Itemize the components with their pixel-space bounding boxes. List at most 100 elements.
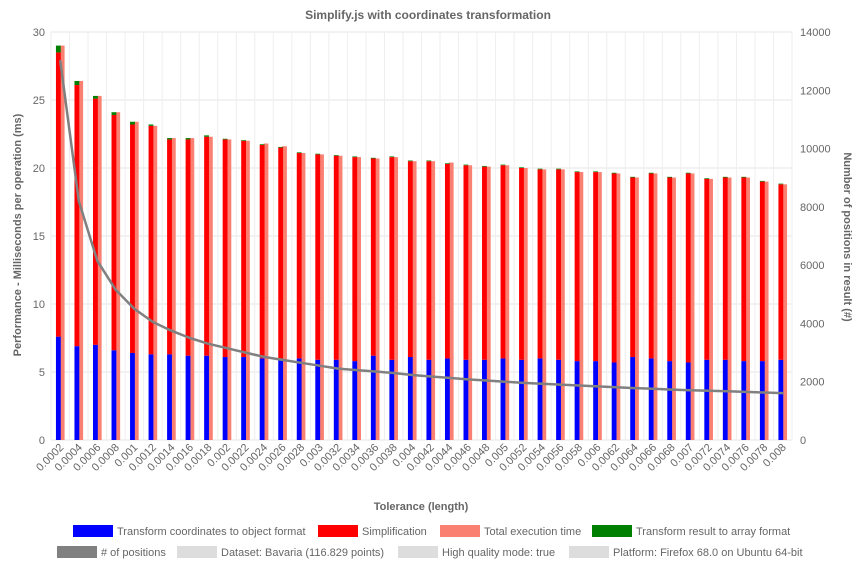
- bar-total-execution-time: [522, 168, 528, 440]
- bar-transform-to-object: [667, 361, 673, 440]
- bar-simplification: [185, 139, 191, 356]
- bar-simplification: [630, 177, 636, 358]
- y-right-tick-label: 14000: [800, 27, 831, 39]
- positions-line-point: [207, 342, 210, 346]
- legend-label: Dataset: Bavaria (116.829 points): [221, 547, 384, 559]
- bar-simplification: [444, 163, 450, 359]
- bar-transform-to-array: [593, 171, 598, 173]
- bar-transform-to-object: [759, 361, 765, 440]
- bar-transform-to-object: [574, 361, 580, 440]
- bar-total-execution-time: [467, 165, 473, 440]
- bar-transform-to-object: [463, 359, 469, 440]
- bar-simplification: [611, 173, 617, 363]
- bar-simplification: [370, 158, 376, 356]
- bar-transform-to-object: [537, 358, 543, 440]
- positions-line-point: [262, 355, 266, 359]
- y-right-tick-label: 6000: [800, 260, 824, 272]
- bar-total-execution-time: [282, 146, 287, 441]
- y-left-tick-label: 20: [33, 163, 45, 175]
- positions-line-point: [448, 376, 451, 380]
- positions-line-point: [392, 371, 395, 375]
- bar-total-execution-time: [189, 138, 195, 440]
- bar-total-execution-time: [671, 177, 676, 440]
- y-right-tick-label: 8000: [800, 202, 824, 214]
- positions-line-point: [670, 388, 673, 391]
- bar-transform-to-object: [167, 354, 172, 440]
- bar-total-execution-time: [485, 166, 491, 440]
- bar-transform-to-object: [204, 355, 209, 440]
- bar-transform-to-array: [296, 152, 302, 154]
- bar-transform-to-object: [648, 358, 654, 440]
- bar-transform-to-object: [333, 359, 339, 440]
- bar-transform-to-array: [204, 135, 209, 137]
- positions-line-point: [77, 199, 80, 203]
- legend-item-info: Platform: Firefox 68.0 on Ubuntu 64-bit: [569, 546, 803, 559]
- bar-simplification: [537, 169, 543, 359]
- bar-transform-to-array: [111, 112, 117, 115]
- bar-transform-to-array: [741, 176, 747, 178]
- y-left-tick-label: 25: [33, 95, 45, 107]
- left-axis-ticks: 0 5 10 15 20 25 30: [33, 27, 45, 447]
- bar-transform-to-object: [352, 361, 358, 440]
- positions-line-point: [318, 364, 321, 367]
- positions-line-point: [96, 259, 99, 262]
- bar-total-execution-time: [96, 95, 102, 441]
- y-right-tick-label: 10000: [800, 144, 831, 156]
- bar-total-execution-time: [170, 138, 176, 440]
- y-left-tick-label: 5: [39, 367, 45, 379]
- legend-label: # of positions: [101, 547, 166, 559]
- bar-transform-to-object: [278, 358, 284, 440]
- bar-transform-to-array: [463, 164, 469, 166]
- legend-swatch: [569, 546, 609, 558]
- bar-simplification: [667, 177, 673, 362]
- bar-transform-to-object: [74, 346, 80, 440]
- positions-line-point: [281, 358, 284, 362]
- positions-line-point: [781, 391, 784, 395]
- positions-line-point: [466, 378, 470, 381]
- legend-swatch: [57, 546, 97, 558]
- legend-swatch: [318, 525, 358, 537]
- bar-total-execution-time: [319, 154, 324, 440]
- bar-simplification: [407, 161, 413, 358]
- bar-transform-to-object: [556, 359, 561, 440]
- bar-simplification: [500, 165, 506, 359]
- legend-item-info: Dataset: Bavaria (116.829 points): [177, 546, 384, 559]
- bar-simplification: [389, 157, 395, 360]
- legend-swatch: [440, 525, 480, 537]
- positions-line-point: [188, 336, 192, 340]
- bar-transform-to-object: [426, 359, 432, 440]
- chart-title: Simplify.js with coordinates transformat…: [305, 8, 551, 22]
- bar-transform-to-object: [407, 357, 413, 440]
- bar-simplification: [259, 144, 265, 359]
- bar-transform-to-object: [55, 336, 61, 440]
- bar-transform-to-array: [574, 171, 580, 173]
- bar-total-execution-time: [59, 45, 65, 440]
- bar-total-execution-time: [689, 173, 695, 440]
- bar-transform-to-array: [759, 180, 765, 182]
- bar-transform-to-object: [370, 355, 376, 440]
- positions-line-point: [744, 390, 747, 394]
- bar-transform-to-array: [333, 155, 339, 156]
- bar-simplification: [222, 139, 228, 358]
- bar-transform-to-array: [167, 138, 172, 140]
- bar-simplification: [315, 154, 321, 360]
- bar-total-execution-time: [596, 172, 602, 440]
- bar-total-execution-time: [78, 80, 84, 441]
- bar-total-execution-time: [448, 162, 454, 440]
- bar-total-execution-time: [559, 169, 565, 441]
- bar-simplification: [241, 140, 247, 358]
- bar-total-execution-time: [263, 143, 269, 440]
- bar-transform-to-object: [259, 358, 265, 440]
- positions-line-point: [577, 384, 581, 387]
- legend-item-simplification: Simplification: [318, 525, 427, 538]
- bar-transform-to-object: [185, 355, 191, 440]
- x-axis-label: Tolerance (length): [374, 501, 469, 513]
- bar-total-execution-time: [615, 173, 621, 440]
- bar-simplification: [426, 161, 432, 360]
- positions-line-point: [725, 390, 729, 393]
- bar-transform-to-array: [222, 138, 228, 140]
- bar-transform-to-array: [556, 168, 561, 170]
- bar-simplification: [685, 173, 691, 363]
- bar-simplification: [148, 125, 154, 355]
- legend-swatch: [592, 525, 632, 537]
